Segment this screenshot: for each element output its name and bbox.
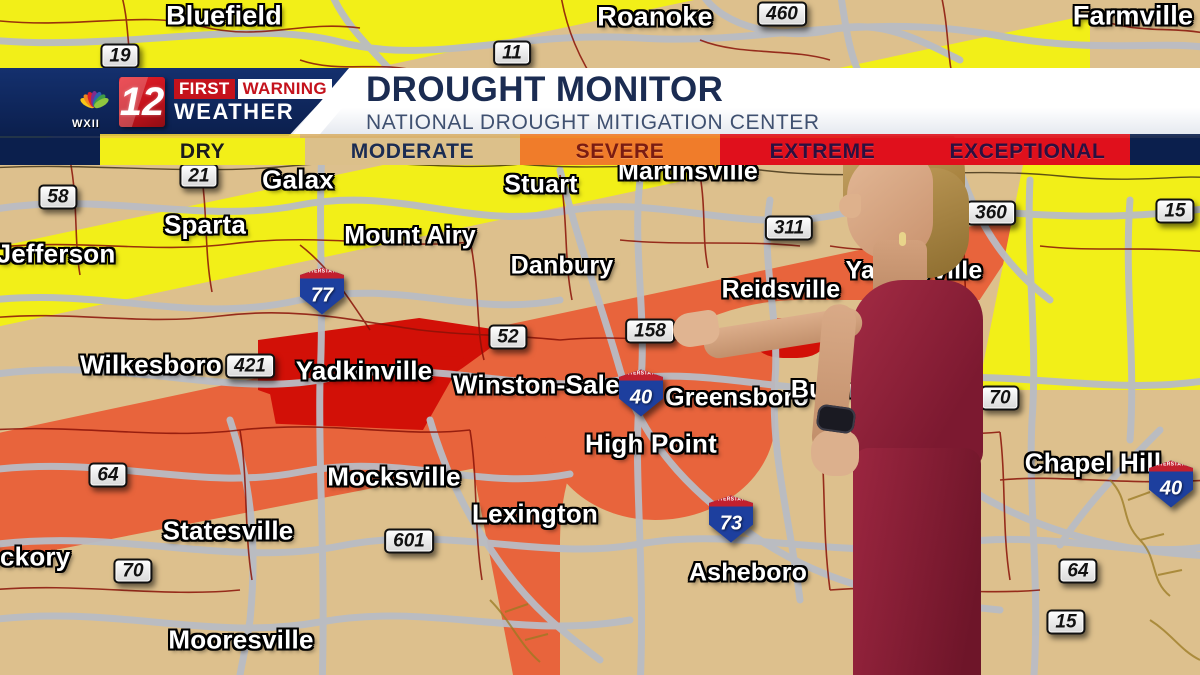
shield-number: 58 bbox=[47, 186, 69, 208]
city-label: Danbury bbox=[510, 251, 614, 280]
brand-weather-text: WEATHER bbox=[174, 99, 295, 125]
legend-item-dry: DRY bbox=[100, 138, 305, 165]
shield-number: 19 bbox=[109, 45, 131, 67]
shield-number: 311 bbox=[773, 217, 805, 239]
brand-first-chip: FIRST bbox=[174, 79, 235, 100]
city-label: Chapel Hill bbox=[1024, 447, 1162, 478]
us-route-shield-icon: 21 bbox=[179, 163, 219, 189]
brand-warning-chip: WARNING bbox=[237, 79, 332, 100]
shield-number: 601 bbox=[393, 530, 425, 552]
city-label: Mooresville bbox=[168, 624, 314, 655]
presenter-dress-top bbox=[851, 280, 983, 470]
legend-cap-left bbox=[0, 138, 100, 165]
city-label: Lexington bbox=[471, 498, 599, 529]
shield-number: 40 bbox=[1159, 477, 1183, 500]
shield-number: 21 bbox=[188, 165, 210, 187]
city-label: Mount Airy bbox=[344, 221, 476, 250]
header-title-block: DROUGHT MONITOR NATIONAL DROUGHT MITIGAT… bbox=[366, 72, 820, 133]
shield-number: 70 bbox=[122, 560, 144, 582]
presenter-profile bbox=[839, 194, 861, 218]
legend-top-accent bbox=[0, 134, 1200, 139]
us-route-shield-icon: 601 bbox=[384, 528, 434, 554]
shield-number: 421 bbox=[234, 355, 266, 377]
presenter-hand-right bbox=[811, 430, 859, 476]
shield-number: 15 bbox=[1055, 611, 1077, 633]
legend-item-exceptional: EXCEPTIONAL bbox=[925, 138, 1130, 165]
legend-item-extreme: EXTREME bbox=[720, 138, 925, 165]
legend-item-label: SEVERE bbox=[575, 139, 665, 163]
us-route-shield-icon: 15 bbox=[1155, 198, 1195, 224]
us-route-shield-icon: 421 bbox=[225, 353, 275, 379]
shield-number: 64 bbox=[97, 464, 119, 486]
legend-item-moderate: MODERATE bbox=[305, 138, 520, 165]
city-label: Reidsville bbox=[721, 275, 841, 304]
shield-number: 360 bbox=[975, 202, 1007, 224]
us-route-shield-icon: 70 bbox=[113, 558, 153, 584]
station-callsign: WXII bbox=[72, 118, 100, 130]
interstate-shield-icon: INTERSTATE 40 bbox=[1149, 460, 1193, 508]
us-route-shield-icon: 158 bbox=[625, 318, 675, 344]
us-route-shield-icon: 11 bbox=[493, 40, 531, 66]
city-label: Sparta bbox=[163, 209, 247, 240]
city-label: Mocksville bbox=[327, 461, 461, 492]
city-label: Winston-Salem bbox=[452, 369, 644, 400]
us-route-shield-icon: 15 bbox=[1046, 609, 1086, 635]
shield-number: 70 bbox=[989, 387, 1011, 409]
shield-number: 11 bbox=[502, 42, 522, 64]
city-label: High Point bbox=[585, 428, 717, 459]
us-route-shield-icon: 64 bbox=[1058, 558, 1098, 584]
legend-item-severe: SEVERE bbox=[520, 138, 720, 165]
presenter-earring bbox=[899, 232, 906, 246]
presenter-watch bbox=[815, 403, 857, 435]
us-route-shield-icon: 311 bbox=[764, 215, 814, 241]
shield-number: 460 bbox=[766, 3, 798, 25]
us-route-shield-icon: 460 bbox=[757, 1, 807, 27]
meteorologist-presenter bbox=[670, 108, 1035, 675]
us-route-shield-icon: 19 bbox=[100, 43, 140, 69]
us-route-shield-icon: 64 bbox=[88, 462, 128, 488]
nbc-peacock-icon bbox=[74, 77, 111, 111]
shield-number: 15 bbox=[1164, 200, 1186, 222]
drought-severity-legend: DRY MODERATE SEVERE EXTREME EXCEPTIONAL bbox=[0, 138, 1200, 165]
shield-number: 40 bbox=[629, 386, 653, 409]
city-label: Farmville bbox=[1072, 0, 1194, 31]
shield-number: 64 bbox=[1067, 560, 1089, 582]
us-route-shield-icon: 58 bbox=[38, 184, 78, 210]
legend-cap-right bbox=[1130, 138, 1200, 165]
shield-number: 77 bbox=[310, 284, 334, 307]
city-label: Roanoke bbox=[597, 1, 713, 32]
legend-item-label: EXTREME bbox=[769, 139, 876, 163]
city-label: Asheboro bbox=[688, 558, 808, 587]
legend-item-label: MODERATE bbox=[350, 139, 475, 163]
shield-number: 52 bbox=[497, 326, 519, 348]
city-label: Greensboro bbox=[665, 383, 809, 412]
city-label: Yadkinville bbox=[295, 355, 433, 386]
presenter-dress-skirt bbox=[853, 448, 981, 675]
page-subtitle: NATIONAL DROUGHT MITIGATION CENTER bbox=[366, 111, 820, 134]
city-label: Bluefield bbox=[166, 0, 282, 31]
page-title: DROUGHT MONITOR bbox=[366, 70, 724, 109]
interstate-shield-icon: INTERSTATE 77 bbox=[300, 267, 344, 315]
us-route-shield-icon: 360 bbox=[966, 200, 1016, 226]
station-logo: WXII 12 FIRST WARNING WEATHER bbox=[72, 74, 332, 130]
interstate-shield-icon: INTERSTATE 73 bbox=[709, 495, 753, 543]
first-warning-weather-brand: FIRST WARNING WEATHER bbox=[174, 79, 332, 124]
us-route-shield-icon: 52 bbox=[488, 324, 528, 350]
graphics-header-bar: WXII 12 FIRST WARNING WEATHER DROUGHT MO… bbox=[0, 68, 1200, 136]
legend-item-label: DRY bbox=[179, 139, 226, 163]
shield-number: 158 bbox=[634, 320, 666, 342]
city-label: Hickory bbox=[0, 541, 71, 572]
shield-number: 73 bbox=[719, 512, 743, 535]
interstate-shield-icon: INTERSTATE 40 bbox=[619, 369, 663, 417]
city-label: Stuart bbox=[504, 170, 578, 199]
city-label: Wilkesboro bbox=[80, 349, 222, 380]
city-label: Jefferson bbox=[0, 238, 116, 269]
channel-number-badge: 12 bbox=[119, 77, 165, 127]
header-blue-panel bbox=[0, 68, 352, 136]
legend-item-label: EXCEPTIONAL bbox=[949, 139, 1106, 163]
city-label: Galax bbox=[262, 164, 334, 195]
city-label: Statesville bbox=[162, 515, 294, 546]
